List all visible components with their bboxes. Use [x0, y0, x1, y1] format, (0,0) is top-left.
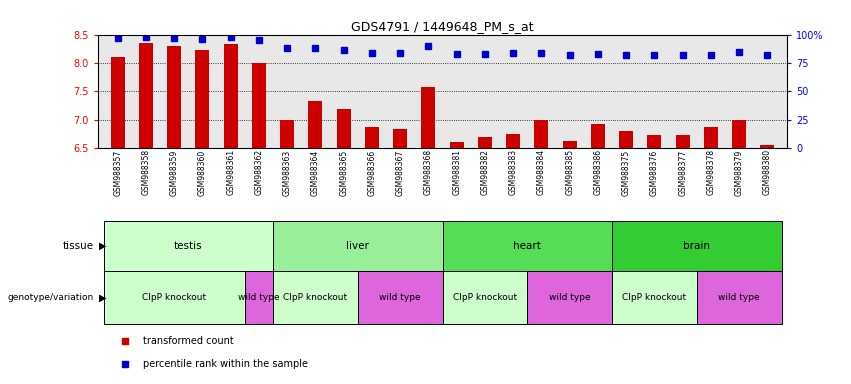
- Bar: [104, 271, 245, 324]
- Text: GSM988361: GSM988361: [226, 149, 235, 195]
- Bar: [273, 221, 443, 271]
- Text: ▶: ▶: [99, 241, 106, 251]
- Text: ▶: ▶: [99, 293, 106, 303]
- Bar: [528, 271, 612, 324]
- Text: GSM988366: GSM988366: [368, 149, 376, 195]
- Text: wild type: wild type: [380, 293, 421, 302]
- Text: GSM988379: GSM988379: [734, 149, 744, 195]
- Bar: [167, 46, 181, 148]
- Text: heart: heart: [513, 241, 541, 251]
- Bar: [252, 63, 266, 148]
- Text: GSM988363: GSM988363: [283, 149, 292, 195]
- Bar: [104, 221, 273, 271]
- Text: brain: brain: [683, 241, 711, 251]
- Bar: [449, 142, 464, 148]
- Text: GSM988365: GSM988365: [340, 149, 348, 195]
- Bar: [534, 119, 548, 148]
- Bar: [111, 57, 125, 148]
- Bar: [477, 137, 492, 148]
- Bar: [619, 131, 633, 148]
- Text: GSM988381: GSM988381: [452, 149, 461, 195]
- Title: GDS4791 / 1449648_PM_s_at: GDS4791 / 1449648_PM_s_at: [351, 20, 534, 33]
- Bar: [224, 44, 237, 148]
- Bar: [280, 119, 294, 148]
- Bar: [506, 134, 520, 148]
- Text: genotype/variation: genotype/variation: [8, 293, 94, 302]
- Text: GSM988375: GSM988375: [621, 149, 631, 195]
- Text: GSM988376: GSM988376: [650, 149, 659, 195]
- Bar: [732, 119, 746, 148]
- Bar: [443, 221, 612, 271]
- Bar: [357, 271, 443, 324]
- Bar: [196, 50, 209, 148]
- Text: ClpP knockout: ClpP knockout: [453, 293, 517, 302]
- Bar: [760, 145, 774, 148]
- Bar: [612, 221, 781, 271]
- Text: wild type: wild type: [718, 293, 760, 302]
- Bar: [393, 129, 408, 148]
- Text: GSM988368: GSM988368: [424, 149, 433, 195]
- Bar: [421, 87, 436, 148]
- Bar: [591, 124, 605, 148]
- Text: transformed count: transformed count: [143, 336, 233, 346]
- Text: GSM988384: GSM988384: [537, 149, 545, 195]
- Text: GSM988364: GSM988364: [311, 149, 320, 195]
- Text: GSM988357: GSM988357: [113, 149, 123, 195]
- Bar: [704, 127, 718, 148]
- Text: GSM988378: GSM988378: [706, 149, 716, 195]
- Bar: [337, 109, 351, 148]
- Bar: [697, 271, 781, 324]
- Bar: [273, 271, 357, 324]
- Text: GSM988386: GSM988386: [593, 149, 603, 195]
- Text: GSM988358: GSM988358: [141, 149, 151, 195]
- Text: ClpP knockout: ClpP knockout: [283, 293, 347, 302]
- Bar: [443, 271, 528, 324]
- Text: GSM988380: GSM988380: [762, 149, 772, 195]
- Bar: [563, 141, 577, 148]
- Text: testis: testis: [174, 241, 203, 251]
- Text: GSM988382: GSM988382: [481, 149, 489, 195]
- Bar: [365, 127, 379, 148]
- Text: ClpP knockout: ClpP knockout: [622, 293, 687, 302]
- Text: ClpP knockout: ClpP knockout: [142, 293, 206, 302]
- Bar: [308, 101, 323, 148]
- Text: GSM988360: GSM988360: [198, 149, 207, 195]
- Text: wild type: wild type: [238, 293, 280, 302]
- Bar: [676, 136, 689, 148]
- Bar: [612, 271, 697, 324]
- Text: wild type: wild type: [549, 293, 591, 302]
- Bar: [139, 43, 153, 148]
- Text: GSM988367: GSM988367: [396, 149, 404, 195]
- Bar: [245, 271, 273, 324]
- Text: liver: liver: [346, 241, 369, 251]
- Text: GSM988385: GSM988385: [565, 149, 574, 195]
- Text: tissue: tissue: [62, 241, 94, 251]
- Text: percentile rank within the sample: percentile rank within the sample: [143, 359, 308, 369]
- Text: GSM988383: GSM988383: [509, 149, 517, 195]
- Text: GSM988362: GSM988362: [254, 149, 264, 195]
- Text: GSM988359: GSM988359: [169, 149, 179, 195]
- Bar: [648, 136, 661, 148]
- Text: GSM988377: GSM988377: [678, 149, 687, 195]
